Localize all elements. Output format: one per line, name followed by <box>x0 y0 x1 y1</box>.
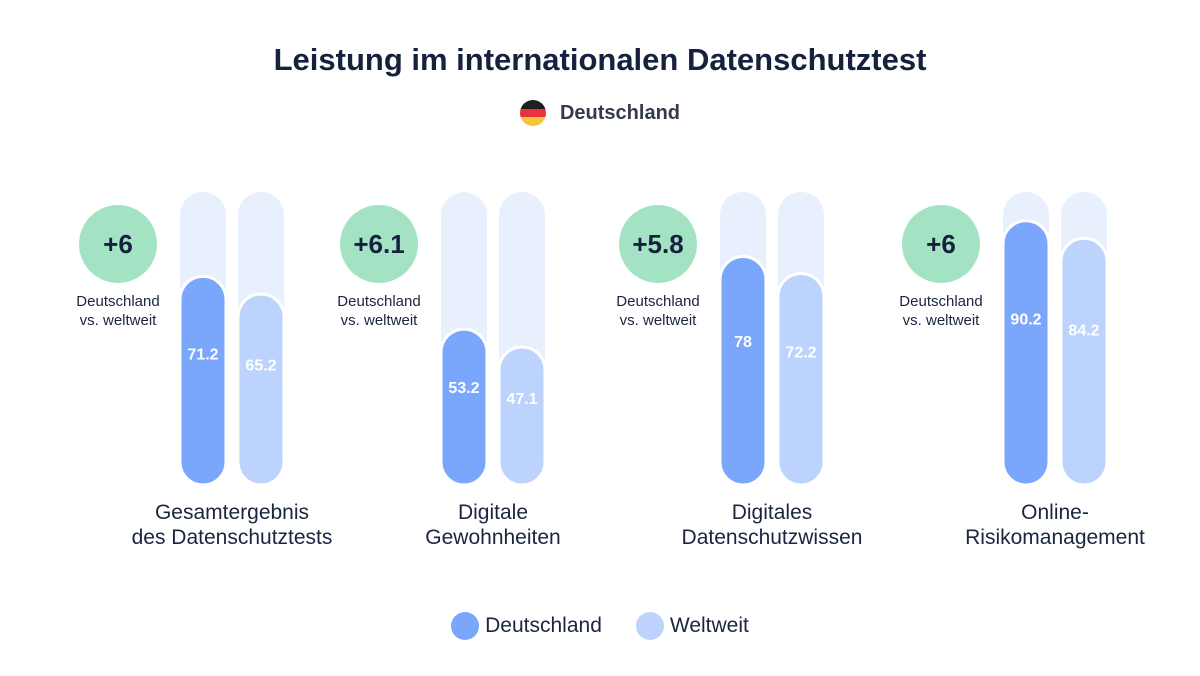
bar-worldwide <box>236 292 286 487</box>
legend-label-germany: Deutschland <box>485 614 602 637</box>
data-label: 90.2 <box>1010 311 1041 328</box>
legend: Deutschland Weltweit <box>0 612 1200 640</box>
difference-value: +5.8 <box>632 229 683 259</box>
category-label: Digitale <box>458 501 528 524</box>
bar-germany <box>718 254 768 487</box>
difference-caption: Deutschland <box>76 293 159 310</box>
chart-title: Leistung im internationalen Datenschutzt… <box>273 42 927 77</box>
germany-flag-icon <box>519 100 546 126</box>
category-label: Gesamtergebnis <box>155 501 309 524</box>
difference-caption: vs. weltweit <box>341 312 419 329</box>
country-indicator: Deutschland <box>0 100 1200 126</box>
country-label: Deutschland <box>559 101 681 124</box>
difference-caption: Deutschland <box>899 293 982 310</box>
data-label: 71.2 <box>187 347 218 364</box>
difference-badge <box>619 205 697 283</box>
difference-value: +6 <box>103 229 133 259</box>
legend-label-worldwide: Weltweit <box>669 614 749 637</box>
difference-caption: vs. weltweit <box>80 312 158 329</box>
category-label: Online- <box>1021 501 1089 524</box>
data-label: 78 <box>734 334 752 351</box>
category-label: Digitales <box>732 501 813 524</box>
difference-caption: vs. weltweit <box>620 312 698 329</box>
legend-swatch-germany <box>451 612 480 640</box>
bar-worldwide <box>1059 236 1109 487</box>
bar-germany <box>1001 219 1051 487</box>
data-label: 53.2 <box>448 380 479 397</box>
difference-badge <box>340 205 418 283</box>
legend-item-germany: Deutschland <box>451 612 602 640</box>
category-label: des Datenschutztests <box>132 526 333 549</box>
bar-worldwide <box>497 345 547 487</box>
data-label: 65.2 <box>245 358 276 375</box>
difference-value: +6.1 <box>353 229 404 259</box>
bar-germany <box>178 274 228 487</box>
bar-germany <box>439 327 489 487</box>
category-label: Risikomanagement <box>965 526 1145 549</box>
category-label: Gewohnheiten <box>425 526 560 549</box>
difference-caption: Deutschland <box>337 293 420 310</box>
bar-worldwide <box>776 271 826 487</box>
data-label: 84.2 <box>1068 323 1099 340</box>
difference-value: +6 <box>926 229 956 259</box>
difference-caption: vs. weltweit <box>903 312 981 329</box>
difference-caption: Deutschland <box>616 293 699 310</box>
data-label: 72.2 <box>785 345 816 362</box>
data-label: 47.1 <box>506 391 537 408</box>
legend-swatch-worldwide <box>635 612 664 640</box>
legend-item-worldwide: Weltweit <box>635 612 749 640</box>
difference-badge <box>902 205 980 283</box>
category-label: Datenschutzwissen <box>682 526 863 549</box>
difference-badge <box>79 205 157 283</box>
